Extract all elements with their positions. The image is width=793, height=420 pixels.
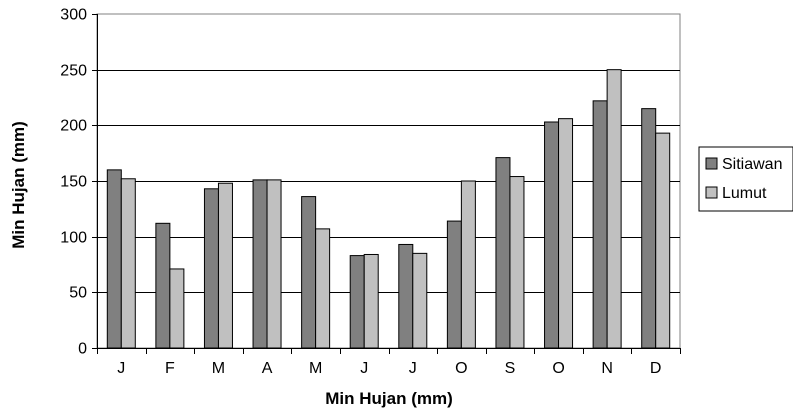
y-tick-label: 100: [60, 230, 87, 247]
legend-label-lumut: Lumut: [722, 185, 767, 202]
y-tick-label: 250: [60, 63, 87, 80]
y-tick-labels: 0 50 100 150 200 250 300: [60, 7, 87, 358]
y-axis-title: Min Hujan (mm): [9, 121, 28, 249]
bar-sitiawan-4: [253, 180, 267, 348]
x-tick-label: J: [409, 360, 417, 377]
bar-lumut-8: [461, 181, 475, 348]
y-tick-label: 50: [69, 285, 87, 302]
bar-sitiawan-7: [399, 244, 413, 348]
x-tick-label: N: [601, 360, 613, 377]
y-tick-label: 300: [60, 7, 87, 24]
x-tick-label: F: [165, 360, 175, 377]
x-tick-label: O: [552, 360, 564, 377]
x-tick-label: J: [117, 360, 125, 377]
bar-sitiawan-8: [447, 221, 461, 348]
x-tick-label: A: [262, 360, 273, 377]
x-tick-label: D: [650, 360, 662, 377]
x-axis-title: Min Hujan (mm): [325, 389, 453, 408]
bar-sitiawan-1: [107, 170, 121, 348]
x-tick-label: M: [309, 360, 322, 377]
bar-sitiawan-6: [350, 256, 364, 348]
bar-sitiawan-2: [156, 223, 170, 348]
bar-lumut-12: [656, 133, 670, 348]
bar-sitiawan-5: [302, 197, 316, 348]
bar-lumut-3: [218, 183, 232, 348]
legend-swatch-sitiawan: [706, 158, 717, 169]
bar-sitiawan-11: [593, 101, 607, 348]
gridlines: [97, 14, 680, 348]
bar-lumut-10: [559, 119, 573, 348]
bar-sitiawan-12: [642, 109, 656, 348]
bar-lumut-2: [170, 269, 184, 348]
bar-lumut-7: [413, 253, 427, 348]
bar-sitiawan-9: [496, 158, 510, 348]
bar-lumut-6: [364, 254, 378, 348]
x-tick-label: O: [455, 360, 467, 377]
bar-sitiawan-10: [545, 122, 559, 348]
legend-label-sitiawan: Sitiawan: [722, 156, 782, 173]
bar-lumut-1: [121, 179, 135, 348]
bar-lumut-11: [607, 70, 621, 348]
bar-lumut-9: [510, 177, 524, 348]
bar-lumut-5: [316, 229, 330, 348]
bar-lumut-4: [267, 180, 281, 348]
bar-sitiawan-3: [204, 189, 218, 348]
x-tick-label: S: [505, 360, 516, 377]
y-tick-label: 200: [60, 118, 87, 135]
bars: [107, 70, 669, 348]
legend-swatch-lumut: [706, 187, 717, 198]
y-tick-label: 0: [78, 341, 87, 358]
x-tick-label: M: [212, 360, 225, 377]
legend: Sitiawan Lumut: [699, 147, 793, 211]
x-tick-label: J: [360, 360, 368, 377]
y-tick-label: 150: [60, 174, 87, 191]
